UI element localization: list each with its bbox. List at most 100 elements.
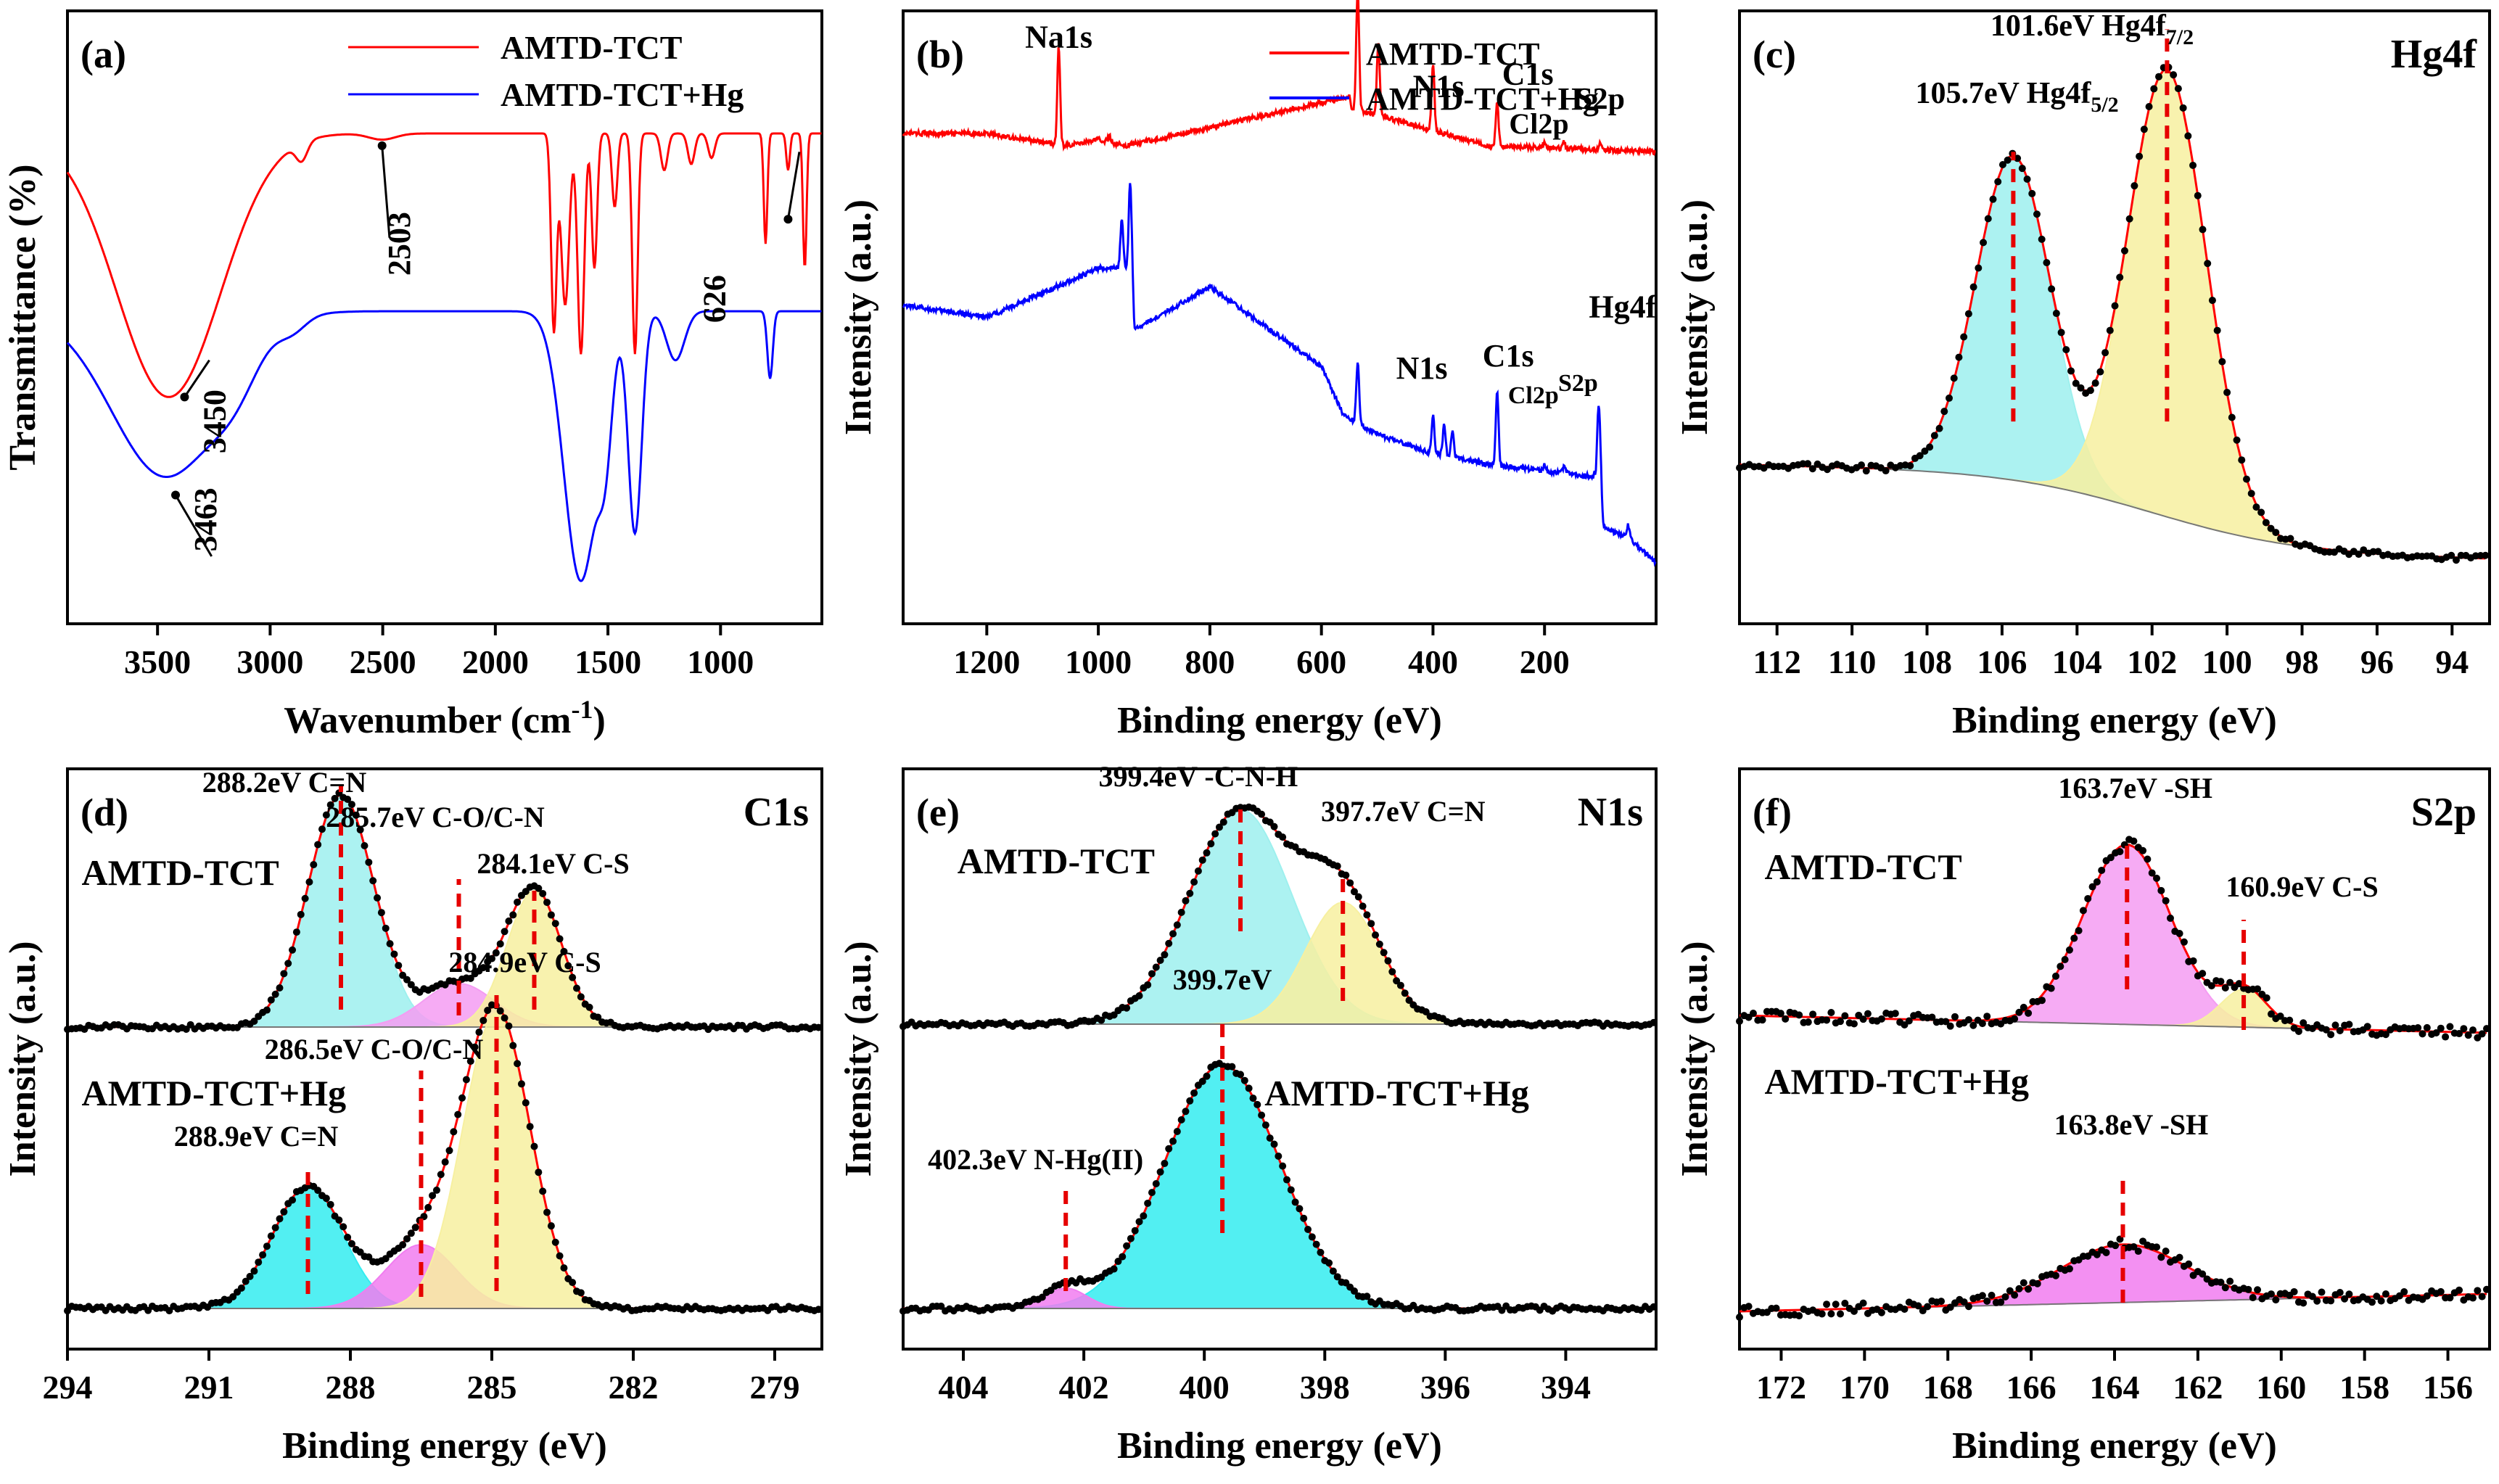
data-point — [535, 884, 543, 892]
data-point — [1127, 1234, 1135, 1242]
panel-title: C1s — [744, 790, 809, 835]
data-point — [2263, 994, 2270, 1002]
peak-annotation: 2503 — [382, 212, 417, 276]
x-tick-label: 168 — [1923, 1369, 1973, 1406]
data-point — [1964, 310, 1972, 318]
peak-label: 399.4eV -C-N-H — [1099, 760, 1298, 793]
peak-label: 286.5eV C-O/C-N — [265, 1033, 484, 1065]
data-point — [399, 1241, 407, 1249]
data-point — [263, 1006, 271, 1014]
data-point — [2267, 1010, 2275, 1018]
panel-label: (d) — [81, 791, 128, 834]
data-point — [1964, 1015, 1972, 1023]
data-point — [2061, 956, 2069, 964]
data-point — [594, 1013, 602, 1021]
x-tick-label: 400 — [1408, 643, 1458, 680]
data-point — [276, 1215, 284, 1223]
data-point — [2414, 1024, 2422, 1032]
peak-label: Cl2p — [1508, 382, 1559, 409]
data-point — [2125, 215, 2133, 223]
data-point — [335, 1216, 343, 1224]
legend-label: AMTD-TCT — [501, 29, 682, 66]
data-point — [1921, 448, 1929, 455]
data-point — [2244, 1285, 2252, 1293]
data-point — [1275, 1153, 1283, 1161]
data-point — [289, 946, 297, 954]
data-point — [263, 1242, 271, 1250]
data-point — [2455, 1030, 2463, 1038]
panel-6: 172 170 168 166 164 162 160 158 156 Binding energ… — [1674, 767, 2491, 1467]
data-point — [1308, 1233, 1316, 1241]
data-point — [2162, 896, 2170, 904]
data-point — [1270, 823, 1278, 830]
data-point — [2233, 436, 2241, 444]
data-point — [2286, 535, 2294, 543]
data-point — [374, 894, 382, 902]
data-point — [2166, 914, 2174, 922]
data-point — [255, 1258, 263, 1266]
data-point — [462, 1076, 470, 1084]
x-axis-label: Binding energy (eV) — [1952, 1425, 2277, 1467]
data-point — [1177, 1116, 1185, 1124]
data-point — [1198, 856, 1206, 864]
x-tick-label: 2500 — [350, 643, 416, 680]
arrow-head — [377, 141, 387, 150]
data-point — [2130, 1242, 2138, 1250]
data-point — [496, 1007, 504, 1015]
data-point — [475, 1029, 483, 1036]
data-point — [1405, 997, 1413, 1005]
data-point — [2257, 508, 2265, 516]
data-point — [2048, 285, 2056, 293]
data-point — [1940, 408, 1948, 416]
data-point — [1258, 810, 1266, 818]
data-point — [1333, 1273, 1341, 1281]
data-point — [2093, 1250, 2101, 1258]
data-point — [1393, 977, 1401, 985]
data-point — [301, 894, 309, 902]
sample-label: AMTD-TCT — [82, 852, 279, 893]
data-point — [1165, 1145, 1173, 1153]
data-point — [585, 1003, 593, 1011]
data-point — [2460, 1025, 2468, 1033]
annotation-arrow — [786, 152, 801, 220]
data-point — [1350, 888, 1358, 896]
data-point — [577, 993, 585, 1001]
data-point — [2006, 1287, 2014, 1295]
data-point — [2327, 1297, 2335, 1305]
peak-label: 101.6eV Hg4f7/2 — [1990, 9, 2194, 49]
data-point — [501, 1014, 509, 1022]
data-point — [2478, 1293, 2486, 1300]
data-point — [815, 1306, 823, 1314]
data-point — [1841, 1299, 1849, 1307]
peak-label: 399.7eV — [1173, 963, 1272, 996]
panel-label: (a) — [81, 33, 126, 76]
raw-data-points — [64, 789, 823, 1034]
data-point — [1877, 1308, 1885, 1316]
legend-label: AMTD-TCT+Hg — [501, 76, 744, 113]
x-tick-label: 1000 — [1065, 643, 1132, 680]
data-point — [403, 976, 411, 984]
data-point — [314, 841, 322, 849]
x-tick-label: 2000 — [462, 643, 529, 680]
data-point — [1173, 1128, 1181, 1136]
data-point — [229, 1293, 237, 1300]
peak-label: S2p — [1576, 83, 1625, 116]
data-point — [2213, 326, 2221, 334]
data-point — [1832, 1300, 1840, 1308]
data-point — [2469, 1294, 2477, 1302]
data-point — [1258, 1111, 1266, 1119]
data-point — [2223, 389, 2231, 397]
data-point — [2043, 259, 2051, 267]
data-point — [2070, 934, 2078, 942]
x-tick-label: 172 — [1756, 1369, 1806, 1406]
data-point — [2088, 883, 2096, 891]
series-line-1 — [902, 0, 1656, 157]
data-point — [2093, 878, 2101, 886]
data-point — [1144, 981, 1152, 989]
panel-title: S2p — [2411, 790, 2477, 835]
data-point — [1279, 833, 1287, 841]
data-point — [382, 924, 390, 932]
data-point — [1279, 1162, 1287, 1170]
data-point — [2221, 1284, 2229, 1292]
